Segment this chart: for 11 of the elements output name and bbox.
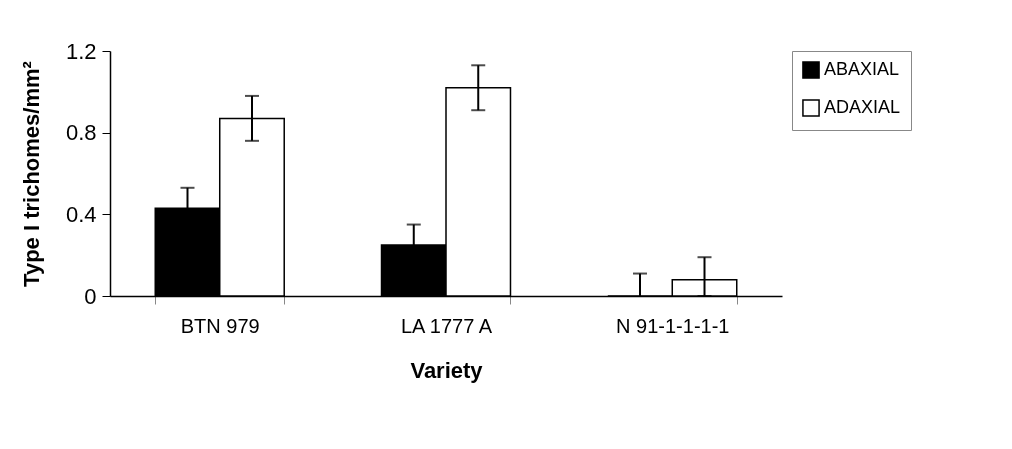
x-tick-label: LA 1777 A (400, 314, 493, 337)
y-tick-label: 1.2 (65, 38, 97, 64)
x-tick-label: BTN 979 (180, 314, 260, 337)
x-tick-label: N 91-1-1-1-1 (616, 314, 730, 337)
y-tick-label: 0.8 (65, 120, 97, 146)
y-tick-label: 0.4 (65, 201, 97, 227)
y-tick-label: 0 (84, 283, 97, 309)
legend-label: ABAXIAL (824, 59, 900, 79)
x-axis-title: Variety (410, 357, 484, 383)
y-axis-title: Type I trichomes/mm² (18, 61, 44, 287)
legend-label: ADAXIAL (824, 97, 901, 117)
